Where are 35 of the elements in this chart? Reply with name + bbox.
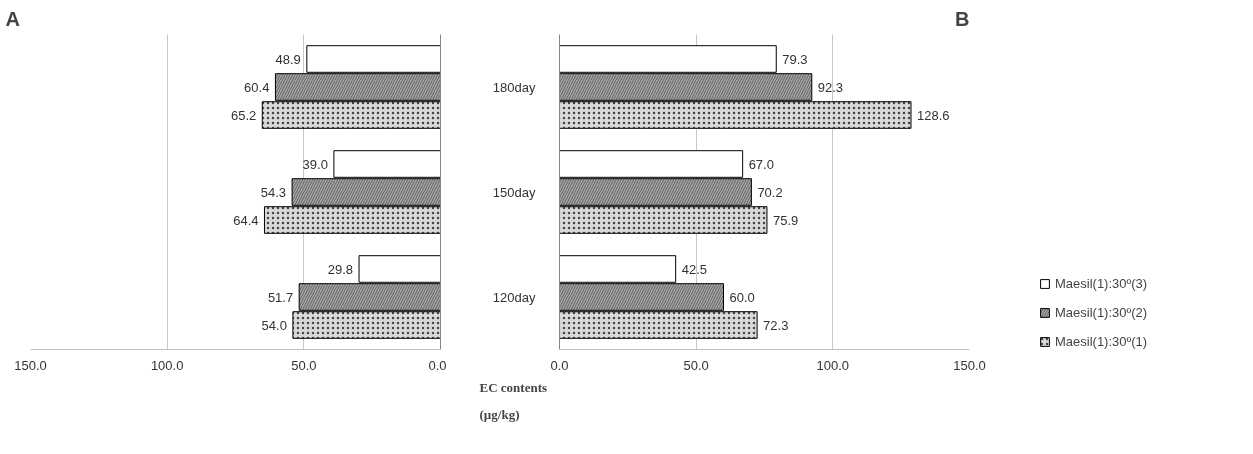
data-label: 51.7 <box>267 289 294 305</box>
legend-label: Maesil(1):30º(2) <box>1055 305 1148 320</box>
data-label: 39.0 <box>302 156 328 172</box>
y-tick-label: 150day <box>492 184 536 200</box>
data-label: 42.5 <box>681 261 707 277</box>
data-label: 60.0 <box>729 289 755 305</box>
x-axis-title: EC contents (µg/kg) <box>479 379 548 422</box>
data-label: 70.2 <box>757 184 783 200</box>
x-tick-label: 100.0 <box>150 357 184 373</box>
data-label: 79.3 <box>782 51 808 67</box>
data-label: 54.0 <box>261 317 287 333</box>
x-tick-label: 100.0 <box>816 357 850 373</box>
x-tick-label: 0.0 <box>428 357 447 373</box>
data-label: 65.2 <box>230 107 257 123</box>
data-label: 29.8 <box>327 261 354 277</box>
data-label: 75.9 <box>772 212 799 228</box>
data-label: 54.3 <box>260 184 287 200</box>
data-label: 128.6 <box>917 107 950 123</box>
legend-label: Maesil(1):30º(1) <box>1055 334 1148 349</box>
x-tick-label: 50.0 <box>291 357 317 373</box>
legend-label: Maesil(1):30º(3) <box>1055 276 1148 291</box>
x-tick-label: 50.0 <box>683 357 709 373</box>
chart-title: B <box>955 7 970 30</box>
chart-title: A <box>5 7 20 30</box>
data-label: 64.4 <box>233 212 259 228</box>
y-tick-label: 120day <box>492 289 536 305</box>
y-tick-label: 180day <box>492 79 536 95</box>
data-label: 67.0 <box>748 156 774 172</box>
data-label: 48.9 <box>275 51 301 67</box>
data-label: 92.3 <box>817 79 844 95</box>
x-tick-label: 150.0 <box>14 357 47 373</box>
x-tick-label: 150.0 <box>953 357 986 373</box>
data-label: 72.3 <box>763 317 789 333</box>
x-tick-label: 0.0 <box>550 357 569 373</box>
data-label: 60.4 <box>244 79 270 95</box>
